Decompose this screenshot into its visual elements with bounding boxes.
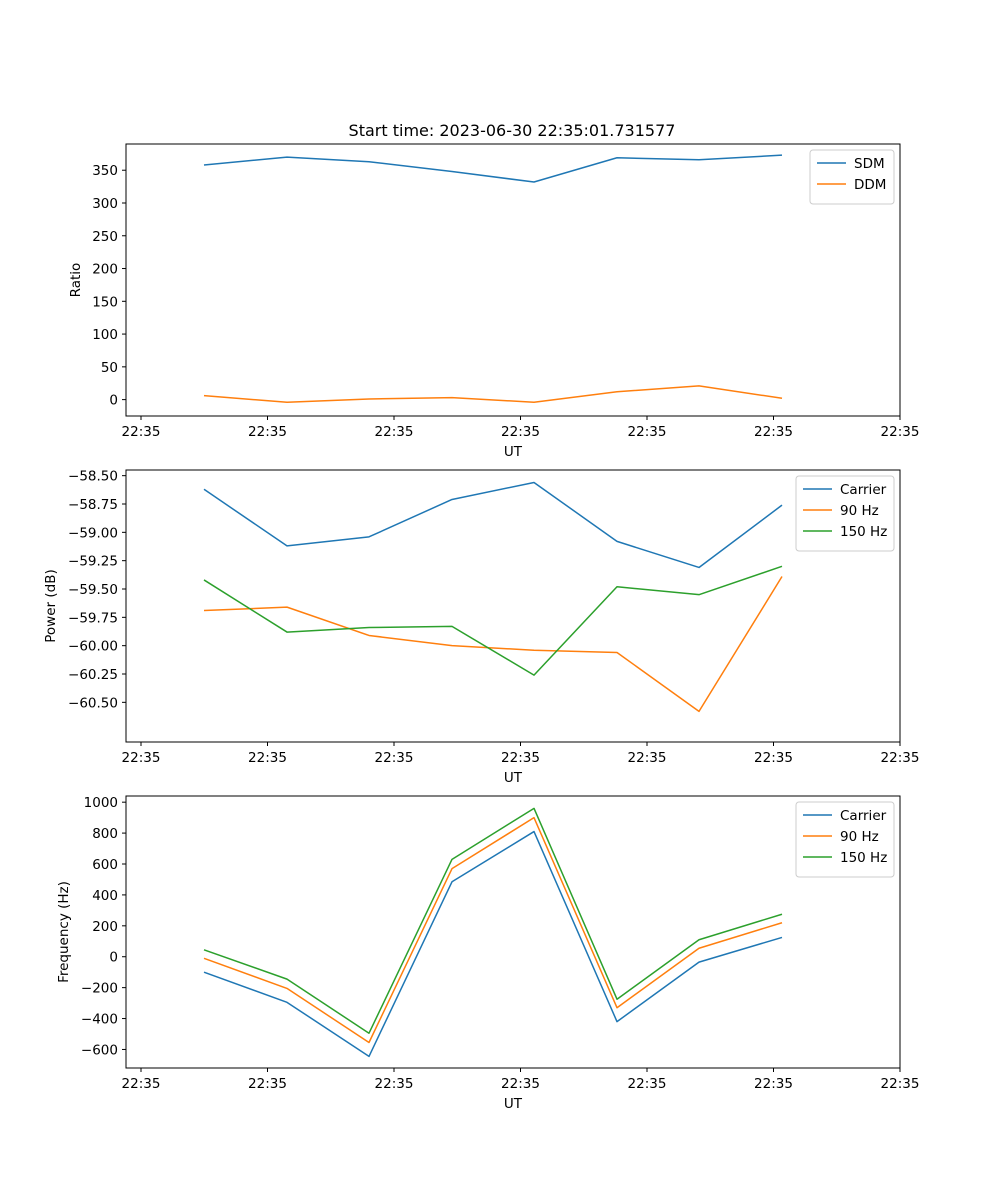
x-tick-label: 22:35 <box>375 1076 414 1092</box>
x-tick-label: 22:35 <box>248 424 287 440</box>
y-tick-label: −59.75 <box>68 610 118 626</box>
legend-label: 150 Hz <box>840 524 887 540</box>
series-line-ddm <box>203 385 783 403</box>
legend-label: 90 Hz <box>840 503 879 519</box>
axes-frame <box>125 795 901 1069</box>
x-tick-label: 22:35 <box>501 750 540 766</box>
legend-label: 90 Hz <box>840 829 879 845</box>
y-tick-label: −58.50 <box>68 469 118 485</box>
y-tick-label: 50 <box>101 360 118 376</box>
y-tick-label: 0 <box>109 393 118 409</box>
x-tick-label: 22:35 <box>122 424 161 440</box>
y-tick-label: −60.50 <box>68 695 118 711</box>
legend-label: 150 Hz <box>840 850 887 866</box>
x-tick-label: 22:35 <box>754 424 793 440</box>
y-tick-label: 800 <box>92 826 118 842</box>
series-line-150-hz <box>203 565 783 676</box>
y-tick-label: −60.25 <box>68 667 118 683</box>
legend-label: SDM <box>854 156 885 172</box>
legend: SDM DDM <box>809 149 895 205</box>
y-tick-label: −600 <box>81 1042 118 1058</box>
y-tick-label: −200 <box>81 981 118 997</box>
y-tick-label: −60.00 <box>68 639 118 655</box>
x-tick-label: 22:35 <box>881 1076 920 1092</box>
panels: 22:35 22:35 22:35 22:35 22:35 22:35 22:3505010… <box>43 143 920 1112</box>
y-tick-label: 250 <box>92 229 118 245</box>
legend-label: DDM <box>854 177 886 193</box>
series-line-90-hz <box>203 816 783 1044</box>
x-axis-label: UT <box>504 444 523 460</box>
y-tick-label: 300 <box>92 196 118 212</box>
series-line-carrier <box>203 830 783 1058</box>
series-line-sdm <box>203 154 783 183</box>
series-line-90-hz <box>203 576 783 713</box>
x-tick-label: 22:35 <box>628 1076 667 1092</box>
x-tick-label: 22:35 <box>501 1076 540 1092</box>
y-tick-label: −59.50 <box>68 582 118 598</box>
y-tick-label: −400 <box>81 1012 118 1028</box>
x-tick-label: 22:35 <box>628 424 667 440</box>
x-axis-label: UT <box>504 1096 523 1112</box>
x-axis-label: UT <box>504 770 523 786</box>
x-tick-label: 22:35 <box>501 424 540 440</box>
legend: Carrier 90 Hz 150 Hz <box>795 801 895 878</box>
x-tick-label: 22:35 <box>754 750 793 766</box>
panel-2: 22:35 22:35 22:35 22:35 22:35 22:35 22:35 −60.5… <box>43 469 919 786</box>
legend-label: Carrier <box>840 482 887 498</box>
y-tick-label: 350 <box>92 163 118 179</box>
x-tick-label: 22:35 <box>375 424 414 440</box>
y-tick-label: 400 <box>92 888 118 904</box>
y-tick-label: 200 <box>92 919 118 935</box>
y-axis-label: Power (dB) <box>43 569 59 642</box>
y-tick-label: 100 <box>92 327 118 343</box>
panel-1: 22:35 22:35 22:35 22:35 22:35 22:35 22:3505010… <box>68 143 920 460</box>
y-axis-label: Frequency (Hz) <box>56 881 72 983</box>
x-tick-label: 22:35 <box>375 750 414 766</box>
x-tick-label: 22:35 <box>248 750 287 766</box>
legend: Carrier 90 Hz 150 Hz <box>795 475 895 552</box>
legend-label: Carrier <box>840 808 887 824</box>
series-line-150-hz <box>203 807 783 1034</box>
panel-3: 22:35 22:35 22:35 22:35 22:35 22:35 22:35 −600 −… <box>56 795 919 1112</box>
x-tick-label: 22:35 <box>122 750 161 766</box>
figure-title: Start time: 2023-06-30 22:35:01.731577 <box>349 121 676 140</box>
x-tick-label: 22:35 <box>881 750 920 766</box>
x-tick-label: 22:35 <box>248 1076 287 1092</box>
y-tick-label: −58.75 <box>68 497 118 513</box>
axes-frame <box>125 143 901 417</box>
y-tick-label: 150 <box>92 294 118 310</box>
y-tick-label: 200 <box>92 262 118 278</box>
y-tick-label: 1000 <box>84 795 118 811</box>
x-tick-label: 22:35 <box>881 424 920 440</box>
series-line-carrier <box>203 481 783 569</box>
y-axis-label: Ratio <box>68 263 84 298</box>
x-tick-label: 22:35 <box>122 1076 161 1092</box>
legend-box <box>795 475 895 552</box>
y-tick-label: 0 <box>109 950 118 966</box>
axes-frame <box>125 469 901 743</box>
legend-box <box>795 801 895 878</box>
y-tick-label: −59.00 <box>68 525 118 541</box>
x-tick-label: 22:35 <box>754 1076 793 1092</box>
x-tick-label: 22:35 <box>628 750 667 766</box>
y-tick-label: −59.25 <box>68 554 118 570</box>
y-tick-label: 600 <box>92 857 118 873</box>
